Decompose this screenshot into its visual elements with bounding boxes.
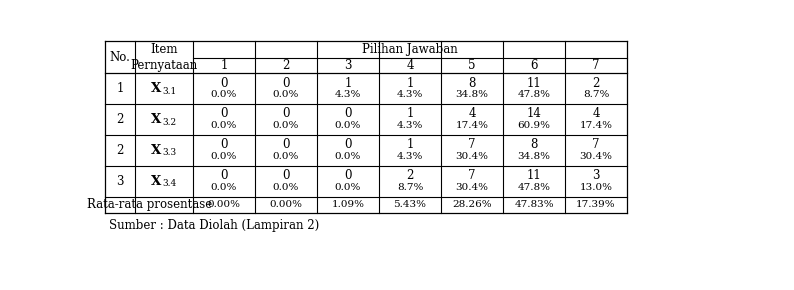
Text: 3.3: 3.3 [163,148,176,157]
Text: 34.8%: 34.8% [518,152,550,161]
Text: 0: 0 [345,138,352,151]
Text: 5.43%: 5.43% [394,200,426,209]
Text: 6: 6 [530,59,538,72]
Text: 0.0%: 0.0% [273,121,299,130]
Text: 2: 2 [117,144,124,157]
Text: 3.2: 3.2 [163,118,176,127]
Text: 0: 0 [345,108,352,120]
Text: 0: 0 [220,138,228,151]
Text: Rata-rata prosentase: Rata-rata prosentase [87,198,212,211]
Text: 2: 2 [283,59,290,72]
Text: 0: 0 [283,77,290,90]
Text: 0: 0 [283,108,290,120]
Text: 17.4%: 17.4% [580,121,612,130]
Text: 8.7%: 8.7% [583,90,609,99]
Text: 0: 0 [345,169,352,182]
Text: 4.3%: 4.3% [335,90,361,99]
Text: X: X [152,175,162,188]
Text: X: X [152,113,162,126]
Text: 0.0%: 0.0% [273,183,299,192]
Text: 0.00%: 0.00% [269,200,303,209]
Text: 0: 0 [220,77,228,90]
Text: 7: 7 [592,138,599,151]
Text: 4.3%: 4.3% [397,90,423,99]
Text: Pernyataan: Pernyataan [130,59,198,72]
Text: 0.00%: 0.00% [207,200,241,209]
Text: 3.4: 3.4 [163,179,176,188]
Text: 3: 3 [592,169,599,182]
Text: 2: 2 [592,77,599,90]
Text: 1.09%: 1.09% [332,200,364,209]
Text: 8.7%: 8.7% [397,183,423,192]
Text: 4: 4 [468,108,476,120]
Text: Sumber : Data Diolah (Lampiran 2): Sumber : Data Diolah (Lampiran 2) [109,219,319,232]
Text: 14: 14 [526,108,542,120]
Text: 30.4%: 30.4% [456,152,488,161]
Text: 4: 4 [407,59,414,72]
Text: 60.9%: 60.9% [518,121,550,130]
Text: 0: 0 [283,138,290,151]
Text: 0.0%: 0.0% [335,183,361,192]
Text: 28.26%: 28.26% [453,200,491,209]
Text: 5: 5 [468,59,476,72]
Text: 47.83%: 47.83% [515,200,554,209]
Text: Pilihan Jawaban: Pilihan Jawaban [362,43,458,56]
Text: 0.0%: 0.0% [211,121,237,130]
Text: 0: 0 [220,169,228,182]
Text: 7: 7 [468,169,476,182]
Text: 0.0%: 0.0% [335,152,361,161]
Text: X: X [152,144,162,157]
Text: 1: 1 [407,77,414,90]
Text: 11: 11 [526,169,542,182]
Text: No.: No. [110,51,130,64]
Text: 0.0%: 0.0% [211,152,237,161]
Text: 7: 7 [592,59,599,72]
Text: 3: 3 [117,175,124,188]
Text: 47.8%: 47.8% [518,183,550,192]
Text: 0.0%: 0.0% [335,121,361,130]
Text: 3: 3 [345,59,352,72]
Text: 4.3%: 4.3% [397,121,423,130]
Text: 8: 8 [468,77,476,90]
Text: 47.8%: 47.8% [518,90,550,99]
Text: 2: 2 [117,113,124,126]
Text: 30.4%: 30.4% [580,152,612,161]
Text: 8: 8 [530,138,538,151]
Text: 3.1: 3.1 [163,87,176,96]
Text: 1: 1 [221,59,228,72]
Text: Item: Item [150,43,178,56]
Text: 4.3%: 4.3% [397,152,423,161]
Text: 17.4%: 17.4% [456,121,488,130]
Text: 34.8%: 34.8% [456,90,488,99]
Text: 1: 1 [407,138,414,151]
Text: 13.0%: 13.0% [580,183,612,192]
Text: X: X [152,82,162,95]
Text: 1: 1 [407,108,414,120]
Text: 1: 1 [117,82,124,95]
Text: 1: 1 [345,77,352,90]
Text: 0: 0 [220,108,228,120]
Text: 0.0%: 0.0% [211,183,237,192]
Text: 11: 11 [526,77,542,90]
Text: 30.4%: 30.4% [456,183,488,192]
Text: 17.39%: 17.39% [576,200,616,209]
Text: 7: 7 [468,138,476,151]
Text: 0: 0 [283,169,290,182]
Text: 4: 4 [592,108,599,120]
Text: 0.0%: 0.0% [211,90,237,99]
Text: 2: 2 [407,169,414,182]
Text: 0.0%: 0.0% [273,90,299,99]
Text: 0.0%: 0.0% [273,152,299,161]
